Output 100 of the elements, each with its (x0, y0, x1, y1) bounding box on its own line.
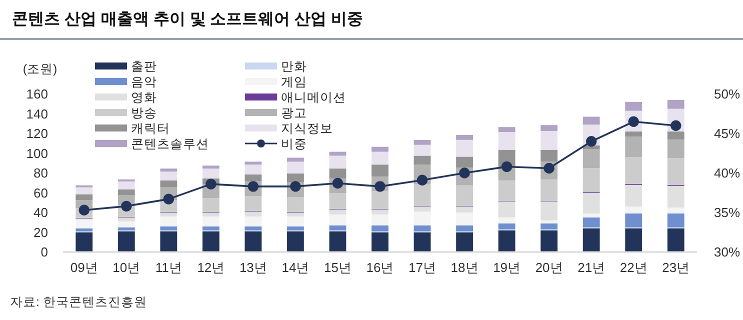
legend-label: 애니메이션 (281, 90, 346, 104)
y2-tick-label: 45% (714, 126, 740, 141)
text: 자료: 한국콘텐츠진흥원 (10, 295, 147, 309)
y-tick-label: 160 (26, 86, 48, 102)
legend-label: 만화 (281, 60, 307, 74)
y2-tick-label: 35% (714, 205, 740, 220)
bar (202, 231, 220, 252)
bar (244, 196, 262, 212)
bar (625, 213, 642, 228)
bar (287, 226, 304, 230)
bar (329, 225, 346, 230)
legend-label: 음악 (131, 75, 157, 89)
point (501, 161, 512, 172)
y-tick-label: 40 (34, 205, 48, 220)
bar (372, 191, 388, 210)
legend-label: 비중 (281, 137, 307, 151)
bar (414, 184, 431, 206)
bar (287, 197, 304, 212)
bar (244, 226, 262, 230)
bar (372, 152, 388, 165)
y2-tick-label: 30% (714, 244, 740, 260)
bar (540, 220, 558, 224)
bar (540, 131, 558, 150)
bar (118, 217, 135, 222)
bar (540, 179, 558, 202)
bar (372, 214, 388, 226)
bar (540, 150, 558, 162)
x-tick-label: 22년 (620, 260, 648, 275)
bar (498, 230, 516, 252)
bar (667, 132, 684, 140)
y-tick-label: 120 (26, 126, 48, 141)
bar (160, 172, 178, 180)
bar (498, 127, 516, 132)
y2-tick-label: 40% (714, 166, 740, 180)
bar (244, 164, 262, 174)
bar (372, 164, 388, 176)
bar (76, 194, 93, 200)
bar (582, 192, 600, 214)
bar (667, 139, 684, 158)
bar (625, 102, 642, 111)
y-axis-title: (조원) (22, 62, 58, 76)
bar (118, 181, 135, 190)
bar (118, 231, 135, 252)
bar (625, 136, 642, 158)
bar (372, 210, 388, 214)
bar (329, 193, 346, 210)
bar (202, 166, 220, 169)
bar (202, 168, 220, 178)
bar (160, 216, 178, 226)
x-tick-label: 09년 (70, 260, 98, 275)
bar (498, 202, 516, 218)
bar (414, 225, 431, 232)
bar (372, 146, 388, 152)
x-tick-label: 20년 (535, 260, 563, 275)
bar (498, 217, 516, 224)
bar (582, 149, 600, 168)
bar (372, 225, 388, 232)
bar (582, 116, 600, 125)
bar (582, 168, 600, 192)
bar (76, 187, 93, 194)
bar (540, 230, 558, 252)
bar (118, 189, 135, 196)
bar (456, 225, 473, 232)
bar (498, 223, 516, 230)
bar (667, 100, 684, 109)
bar (160, 180, 178, 188)
bar (160, 168, 178, 172)
bar (329, 231, 346, 252)
bar (414, 156, 431, 165)
bar (244, 216, 262, 226)
bar (498, 180, 516, 202)
y-tick-label: 140 (26, 106, 48, 122)
y-tick-label: 60 (34, 185, 48, 200)
bar (287, 216, 304, 226)
bar (456, 212, 473, 226)
bar (287, 212, 304, 216)
bar (667, 228, 684, 252)
x-tick-label: 19년 (493, 260, 521, 275)
bar (456, 140, 473, 157)
y-tick-label: 100 (26, 146, 48, 161)
x-tick-label: 12년 (197, 260, 225, 275)
x-tick-label: 11년 (155, 260, 182, 275)
bar (287, 162, 304, 174)
bar (287, 173, 304, 182)
legend-label: 게임 (281, 75, 307, 89)
point (78, 204, 90, 216)
x-tick-label: 16년 (366, 260, 394, 275)
bar (287, 231, 304, 252)
bar (667, 158, 684, 185)
point (206, 178, 216, 190)
bar (372, 232, 388, 252)
bar (582, 217, 600, 228)
bar (118, 227, 135, 230)
bar (667, 213, 684, 228)
point (586, 136, 597, 147)
bar (244, 231, 262, 252)
bar (76, 228, 93, 232)
x-tick-label: 18년 (450, 260, 478, 275)
bar (202, 226, 220, 230)
bar (160, 212, 178, 216)
